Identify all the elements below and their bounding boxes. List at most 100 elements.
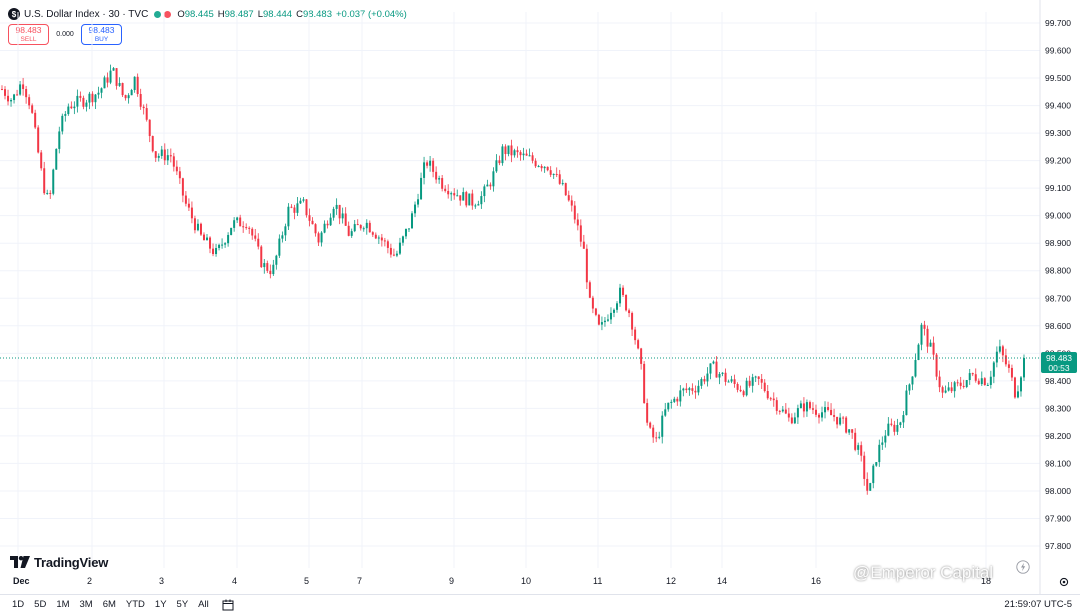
candle-body — [320, 232, 323, 243]
time-tick-label: 4 — [232, 576, 238, 586]
candle-body — [22, 84, 25, 90]
candle-body — [417, 199, 420, 205]
candle-body — [528, 155, 531, 157]
lightning-icon[interactable] — [1016, 560, 1030, 574]
candle-body — [670, 401, 673, 403]
candle-body — [582, 241, 585, 249]
candle-body — [504, 146, 507, 155]
candle-body — [290, 206, 293, 208]
candle-body — [1023, 357, 1025, 378]
chart-header: $ U.S. Dollar Index · 30 · TVC O98.445 H… — [0, 0, 1040, 48]
candle-body — [130, 90, 133, 96]
range-button-1d[interactable]: 1D — [12, 599, 25, 610]
candle-body — [438, 178, 441, 180]
candle-body — [163, 149, 166, 161]
candle-body — [884, 435, 887, 443]
symbol-title[interactable]: U.S. Dollar Index · 30 · TVC — [24, 8, 149, 20]
candle-body — [224, 243, 227, 245]
candle-body — [218, 244, 221, 248]
price-tick-label: 99.700 — [1045, 18, 1071, 28]
candle-body — [956, 382, 959, 384]
candle-body — [414, 204, 417, 214]
candle-body — [887, 423, 890, 436]
price-tick-label: 99.100 — [1045, 183, 1071, 193]
range-button-1y[interactable]: 1Y — [154, 599, 167, 610]
candle-body — [640, 348, 643, 364]
candle-body — [465, 192, 468, 206]
candle-body — [43, 168, 46, 194]
candle-body — [706, 373, 709, 382]
time-tick-label: 11 — [593, 576, 603, 586]
candle-body — [495, 160, 498, 172]
candle-body — [573, 205, 576, 220]
candle-body — [193, 218, 196, 231]
gear-icon[interactable] — [1058, 576, 1070, 588]
candle-body — [52, 169, 55, 194]
range-button-6m[interactable]: 6M — [102, 599, 116, 610]
candle-body — [19, 84, 22, 95]
candle-body — [260, 246, 263, 268]
last-price-value: 98.483 — [1046, 353, 1072, 363]
candle-body — [350, 231, 353, 236]
candle-body — [763, 382, 766, 392]
range-button-ytd[interactable]: YTD — [125, 599, 145, 610]
range-button-5d[interactable]: 5D — [34, 599, 47, 610]
candle-body — [468, 193, 471, 206]
candle-body — [567, 195, 570, 201]
candle-body — [510, 145, 513, 156]
candle-body — [989, 376, 992, 385]
low-value: 98.444 — [263, 8, 293, 20]
time-axis[interactable]: Dec 2 3 4 5 7 9 10 11 12 14 16 18 — [0, 576, 1040, 590]
candle-body — [380, 237, 383, 241]
tradingview-logo[interactable]: TradingView — [10, 554, 108, 570]
sell-price: 98.483 — [15, 24, 42, 35]
candle-body — [757, 376, 760, 379]
candle-body — [474, 205, 477, 207]
candle-body — [821, 412, 824, 418]
clock[interactable]: 21:59:07 UTC-5 — [1004, 599, 1072, 610]
candle-body — [480, 196, 483, 205]
range-button-5y[interactable]: 5Y — [176, 599, 189, 610]
candle-body — [269, 270, 272, 275]
candle-body — [878, 444, 881, 463]
candle-body — [94, 94, 97, 103]
time-tick-label: 14 — [717, 576, 728, 586]
candle-body — [462, 192, 465, 201]
candle-body — [953, 382, 956, 392]
candle-body — [920, 324, 923, 345]
candle-body — [769, 398, 772, 400]
candle-body — [82, 97, 85, 107]
candle-body — [157, 155, 160, 158]
buy-button[interactable]: 98.483 BUY — [81, 23, 122, 45]
range-button-3m[interactable]: 3M — [79, 599, 93, 610]
candle-body — [4, 89, 7, 96]
candle-body — [227, 234, 230, 244]
calendar-icon[interactable] — [222, 599, 234, 611]
high-value: 98.487 — [224, 8, 254, 20]
candle-body — [239, 217, 242, 227]
candle-body — [371, 232, 374, 235]
candle-body — [736, 383, 739, 390]
candle-body — [833, 415, 836, 417]
candle-body — [453, 193, 456, 196]
symbol-legend[interactable]: $ U.S. Dollar Index · 30 · TVC O98.445 H… — [8, 6, 407, 22]
candle-body — [796, 408, 799, 418]
price-chart[interactable]: 99.700 99.600 99.500 99.400 99.300 99.200 99.1… — [0, 0, 1080, 594]
candle-body — [389, 247, 392, 255]
candle-body — [902, 415, 905, 423]
candle-body — [242, 226, 245, 228]
candle-body — [67, 106, 70, 115]
range-button-all[interactable]: All — [198, 599, 209, 610]
candle-body — [215, 247, 218, 255]
candle-body — [139, 94, 142, 107]
buy-price: 98.483 — [88, 24, 115, 35]
candle-body — [628, 310, 631, 314]
candle-body — [181, 178, 184, 196]
candle-body — [341, 213, 344, 219]
watermark-text: @Emperor Capital — [853, 563, 994, 582]
candle-body — [787, 413, 790, 418]
candle-body — [507, 145, 510, 155]
candle-body — [694, 390, 697, 393]
range-button-1m[interactable]: 1M — [56, 599, 70, 610]
time-tick-label: 10 — [521, 576, 532, 586]
